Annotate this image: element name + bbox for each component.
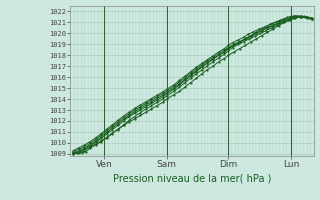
- X-axis label: Pression niveau de la mer( hPa ): Pression niveau de la mer( hPa ): [113, 173, 271, 183]
